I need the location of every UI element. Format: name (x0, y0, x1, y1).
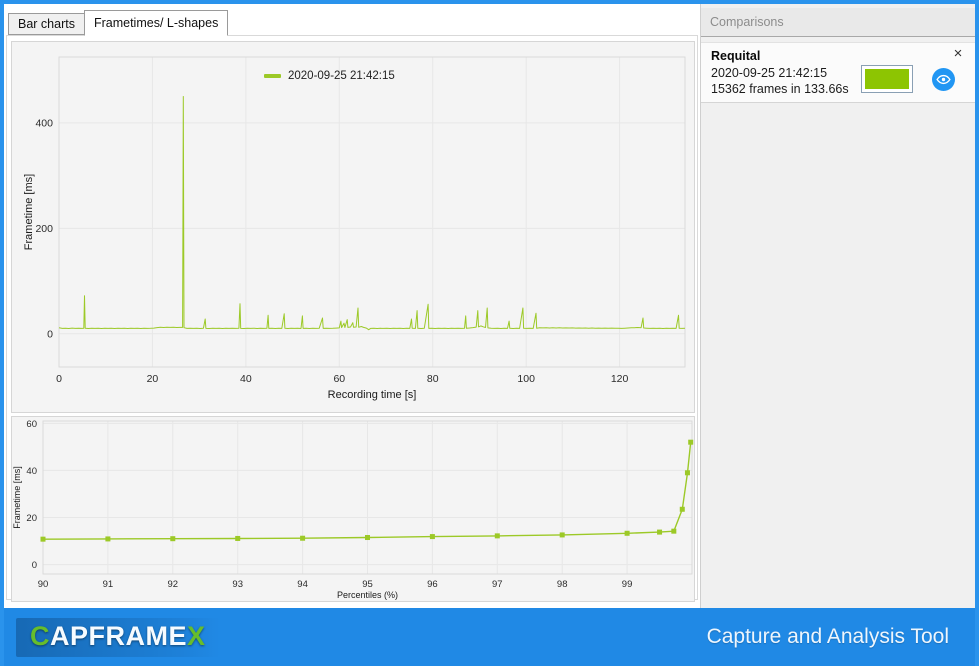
footer-tagline: Capture and Analysis Tool (706, 625, 949, 648)
svg-text:60: 60 (333, 373, 345, 385)
svg-text:80: 80 (427, 373, 439, 385)
svg-text:20: 20 (147, 373, 159, 385)
svg-text:40: 40 (26, 466, 37, 477)
comparisons-header: Comparisons (701, 8, 975, 37)
svg-text:95: 95 (362, 579, 373, 590)
main-area: Bar charts Frametimes/ L-shapes 2020-09-… (4, 4, 975, 608)
svg-text:0: 0 (47, 328, 53, 340)
color-swatch[interactable] (861, 65, 913, 93)
svg-text:Frametime [ms]: Frametime [ms] (12, 466, 22, 529)
frametime-chart: 0 20 40 60 80 100 120 0 200 400 Recording time [s]… (23, 56, 686, 401)
comparisons-panel: Comparisons Requital 2020-09-25 21:42:15… (700, 4, 975, 608)
tab-strip: Bar charts Frametimes/ L-shapes (8, 10, 229, 36)
svg-text:94: 94 (297, 579, 308, 590)
svg-text:93: 93 (232, 579, 243, 590)
color-swatch-fill (865, 69, 909, 89)
svg-text:98: 98 (557, 579, 568, 590)
svg-text:0: 0 (56, 373, 62, 385)
svg-text:99: 99 (622, 579, 633, 590)
legend-line-swatch (264, 74, 281, 78)
svg-text:200: 200 (35, 223, 53, 235)
charts-area: Bar charts Frametimes/ L-shapes 2020-09-… (4, 4, 700, 608)
tab-content: 2020-09-25 21:42:15 0 20 40 60 80 100 120 0 200 4… (6, 35, 698, 602)
svg-text:Percentiles (%): Percentiles (%) (337, 590, 398, 600)
comparison-frames: 15362 frames in 133.66s (711, 82, 849, 96)
comparison-title: Requital (711, 49, 761, 63)
logo-letter-c: C (30, 620, 50, 651)
capframex-logo: CAPFRAMEX (16, 617, 220, 657)
svg-text:40: 40 (240, 373, 252, 385)
svg-text:97: 97 (492, 579, 503, 590)
svg-text:91: 91 (103, 579, 114, 590)
frametime-chart-panel[interactable]: 2020-09-25 21:42:15 0 20 40 60 80 100 120 0 200 4… (11, 41, 695, 413)
svg-text:90: 90 (38, 579, 49, 590)
logo-middle: APFRAME (50, 620, 187, 651)
svg-text:0: 0 (32, 560, 37, 571)
svg-text:Frametime [ms]: Frametime [ms] (23, 174, 35, 250)
percentile-chart-panel[interactable]: 90 91 92 93 94 95 96 97 98 99 0 20 40 60 Percentiles (… (11, 416, 695, 602)
eye-icon (936, 74, 951, 85)
svg-text:400: 400 (35, 117, 53, 129)
svg-text:120: 120 (611, 373, 629, 385)
comparison-datetime: 2020-09-25 21:42:15 (711, 66, 828, 80)
legend-label: 2020-09-25 21:42:15 (288, 70, 395, 82)
tab-bar-charts[interactable]: Bar charts (8, 13, 84, 35)
svg-text:Recording time [s]: Recording time [s] (328, 389, 417, 401)
logo-letter-x: X (187, 620, 206, 651)
svg-text:100: 100 (517, 373, 535, 385)
svg-text:92: 92 (168, 579, 179, 590)
svg-text:20: 20 (26, 513, 37, 524)
percentile-chart: 90 91 92 93 94 95 96 97 98 99 0 20 40 60 Percentiles (… (12, 419, 694, 600)
visibility-eye-button[interactable] (932, 68, 955, 91)
footer-bar: CAPFRAMEX Capture and Analysis Tool (4, 608, 975, 666)
chart-legend: 2020-09-25 21:42:15 (264, 70, 395, 82)
tab-frametimes-lshapes[interactable]: Frametimes/ L-shapes (83, 10, 229, 36)
comparison-card[interactable]: Requital 2020-09-25 21:42:15 15362 frame… (701, 42, 975, 103)
svg-text:60: 60 (26, 419, 37, 430)
svg-text:96: 96 (427, 579, 438, 590)
close-icon[interactable]: × (953, 45, 963, 62)
